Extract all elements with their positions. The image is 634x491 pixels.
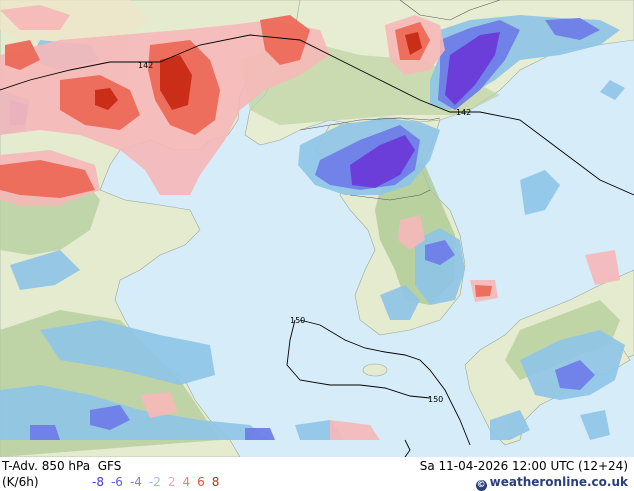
legend-value: -2 xyxy=(148,475,161,489)
units-label: (K/6h) xyxy=(2,475,39,489)
weather-map: 142 142 150 150 xyxy=(0,0,634,457)
credit-text: weatheronline.co.uk xyxy=(489,475,628,489)
legend-value: -6 xyxy=(110,475,123,489)
positive-advection-strong xyxy=(95,32,422,110)
legend-value: 8 xyxy=(211,475,220,489)
credit-link[interactable]: © weatheronline.co.uk xyxy=(475,475,628,491)
legend-value: 2 xyxy=(167,475,176,489)
map-panel: 142 142 150 150 xyxy=(0,0,634,457)
legend-value: 6 xyxy=(197,475,205,489)
isobar-label: 150 xyxy=(428,395,443,404)
legend-value: -8 xyxy=(92,475,104,489)
legend-value: 4 xyxy=(182,475,191,489)
negative-advection-strong xyxy=(350,32,500,188)
color-legend: -8 -6 -4 -2 2 4 6 8 xyxy=(92,475,226,489)
copyright-icon: © xyxy=(475,480,487,491)
map-title: T-Adv. 850 hPa GFS xyxy=(2,459,122,473)
isobars xyxy=(0,34,634,457)
map-footer: T-Adv. 850 hPa GFS Sa 11-04-2026 12:00 U… xyxy=(0,457,634,491)
legend-value: -4 xyxy=(129,475,142,489)
country-borders xyxy=(299,0,501,201)
isobar-label: 150 xyxy=(290,316,305,325)
isobar-label: 142 xyxy=(456,108,471,117)
valid-time: Sa 11-04-2026 12:00 UTC (12+24) xyxy=(419,459,628,473)
isobar-label: 142 xyxy=(138,61,153,70)
land-jeju xyxy=(362,363,388,377)
